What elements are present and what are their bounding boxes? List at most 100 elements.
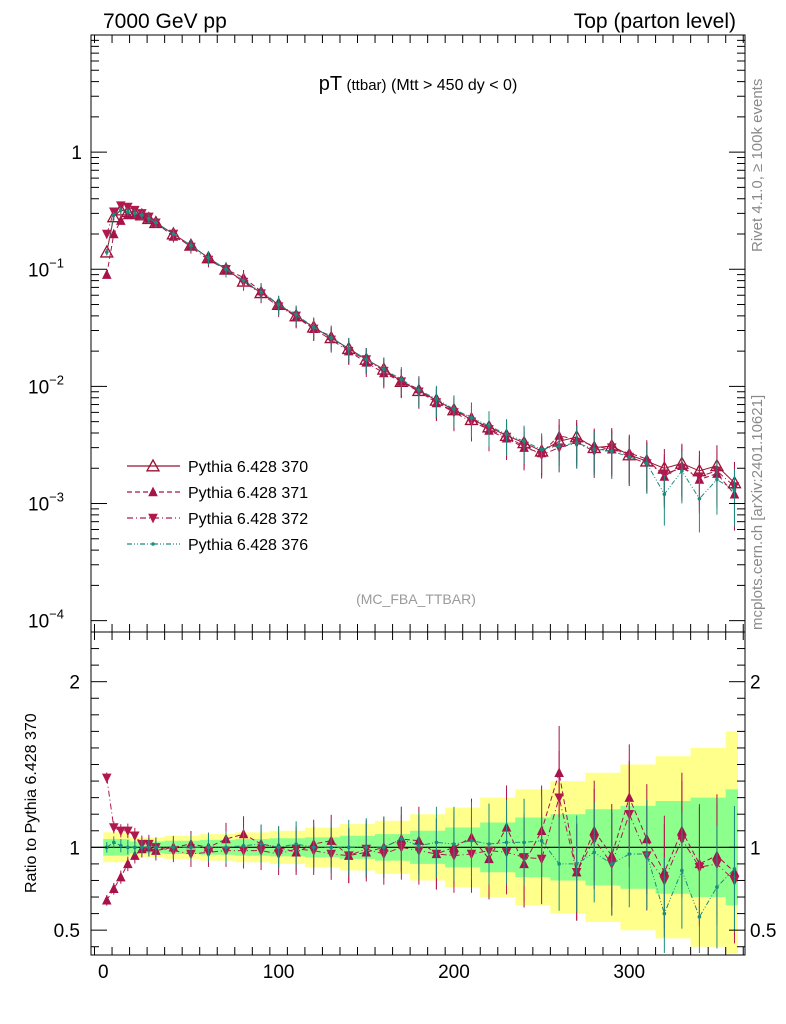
data-point-p376	[154, 220, 158, 225]
ratio-point-p376	[697, 915, 702, 919]
ratio-point-p376	[224, 845, 228, 850]
legend-label: Pythia 6.428 376	[188, 537, 308, 554]
data-point-p376	[399, 377, 404, 382]
ratio-y-tick-label-right: 0.5	[750, 921, 776, 942]
ratio-series-layer	[101, 725, 740, 953]
ratio-point-p371	[108, 883, 119, 893]
ratio-point-p376	[662, 911, 667, 916]
legend-item-p370: Pythia 6.428 370	[127, 458, 308, 476]
ratio-point-p376	[557, 862, 561, 866]
ratio-point-p376	[329, 845, 334, 850]
data-point-p370	[134, 207, 149, 221]
data-point-p370	[106, 209, 121, 223]
data-point-p370	[99, 244, 114, 258]
y-tick-label: 10−2	[28, 372, 64, 398]
legend: Pythia 6.428 370 Pythia 6.428 371 Pythia 6…	[127, 458, 308, 554]
ratio-point-p376	[133, 845, 137, 850]
x-tick-label: 100	[263, 962, 295, 983]
data-point-p376	[259, 290, 263, 294]
ratio-point-p376	[171, 845, 176, 850]
ratio-point-p376	[469, 838, 474, 843]
ratio-y-tick-label-right: 2	[750, 673, 761, 694]
ratio-point-p372	[123, 826, 133, 837]
ratio-point-p376	[487, 842, 491, 846]
ratio-point-p376	[259, 842, 263, 846]
legend-item-p371: Pythia 6.428 371	[127, 485, 308, 502]
data-point-p376	[189, 243, 193, 248]
ratio-point-p376	[680, 868, 684, 873]
data-point-p376	[452, 407, 456, 411]
data-point-p376	[382, 367, 386, 372]
data-point-p376	[662, 492, 667, 497]
ratio-point-p376	[592, 850, 597, 855]
ratio-point-p376	[645, 852, 649, 856]
data-point-p376	[311, 325, 316, 330]
plot-title-sub: (ttbar)	[347, 77, 387, 94]
plot-title-main: pT	[319, 73, 342, 95]
data-point-p376	[680, 469, 684, 473]
data-point-p376	[241, 278, 246, 283]
data-point-p372	[123, 202, 133, 213]
ratio-point-p376	[627, 852, 632, 856]
plot-title: pT (ttbar) (Mtt > 450 dy < 0)	[319, 73, 518, 95]
ratio-point-p376	[147, 845, 151, 850]
ratio-point-p376	[417, 843, 421, 848]
data-point-p370	[113, 202, 128, 216]
rivet-label: Rivet 4.1.0, ≥ 100k events	[749, 79, 766, 252]
ratio-point-p376	[206, 845, 211, 850]
ratio-point-p376	[399, 837, 404, 841]
y-tick-label: 1	[71, 143, 82, 164]
legend-label: Pythia 6.428 371	[188, 485, 308, 502]
ratio-point-p376	[452, 842, 456, 846]
ratio-point-p372	[108, 823, 119, 833]
ratio-point-p376	[539, 838, 544, 843]
legend-marker	[148, 486, 158, 497]
data-point-p376	[715, 477, 719, 482]
ratio-y-tick-label: 1	[69, 838, 80, 859]
data-point-p376	[539, 447, 544, 452]
data-point-p376	[557, 444, 561, 448]
ratio-point-p371	[123, 858, 133, 869]
data-point-p376	[171, 232, 176, 236]
data-point-p376	[206, 256, 211, 260]
data-point-p376	[417, 388, 421, 392]
legend-label: Pythia 6.428 372	[188, 511, 308, 528]
ratio-point-p376	[311, 845, 316, 850]
legend-marker	[151, 542, 155, 546]
ratio-point-p376	[715, 885, 719, 889]
ratio-point-p376	[189, 845, 193, 850]
ratio-point-p376	[241, 843, 246, 848]
y-tick-label: 10−3	[28, 490, 64, 516]
data-point-p376	[276, 302, 281, 307]
data-point-p376	[104, 250, 109, 254]
data-point-p376	[522, 439, 526, 444]
ratio-point-p376	[732, 867, 737, 871]
y-tick-label: 10−1	[28, 255, 64, 281]
ratio-point-p376	[434, 840, 439, 845]
data-point-p376	[147, 216, 151, 221]
data-point-p376	[133, 211, 137, 216]
data-point-p371	[116, 215, 126, 225]
ratio-y-tick-label: 2	[69, 673, 80, 694]
data-point-p376	[592, 447, 597, 452]
data-point-p371	[101, 269, 112, 279]
ratio-point-p376	[111, 840, 116, 845]
data-point-p376	[609, 449, 614, 453]
ratio-point-p372	[116, 826, 126, 837]
analysis-watermark: (MC_FBA_TTBAR)	[356, 591, 476, 607]
data-point-p376	[487, 424, 491, 428]
ratio-point-p376	[154, 845, 158, 850]
ratio-point-p376	[504, 840, 509, 845]
ratio-point-p376	[119, 843, 123, 848]
ratio-ylabel: Ratio to Pythia 6.428 370	[23, 713, 40, 893]
ratio-point-p376	[346, 845, 351, 850]
ratio-point-p376	[382, 845, 386, 850]
data-point-p376	[119, 208, 123, 212]
ratio-axis-ticks: 0 100 200 300 0.5 0.5 1 1 2 2	[54, 632, 776, 983]
main-series-layer	[99, 201, 742, 533]
header-left: 7000 GeV pp	[103, 10, 227, 33]
data-point-p376	[126, 209, 130, 214]
x-tick-label: 0	[98, 962, 109, 983]
ratio-point-p372	[130, 831, 140, 842]
